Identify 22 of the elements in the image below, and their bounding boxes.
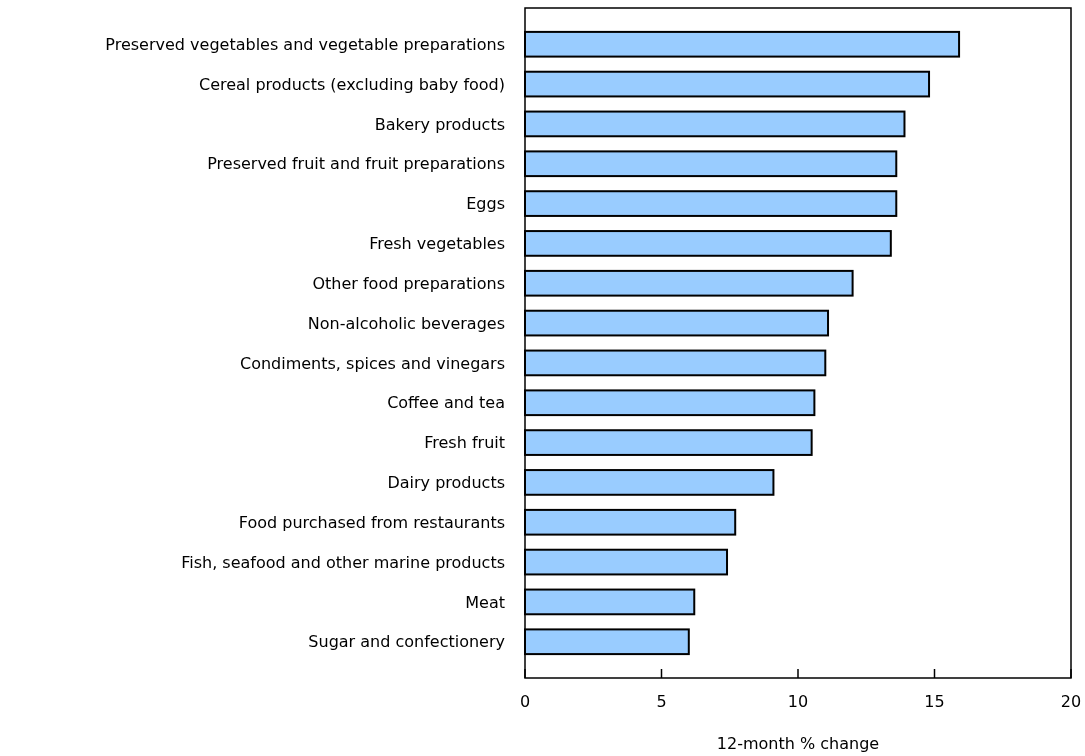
- x-tick-label: 20: [1060, 692, 1082, 711]
- y-tick-label: Preserved vegetables and vegetable preparations: [105, 34, 505, 54]
- y-tick-label: Coffee and tea: [387, 393, 505, 413]
- y-tick-label: Preserved fruit and fruit preparations: [207, 154, 505, 174]
- y-tick-label: Bakery products: [374, 114, 505, 134]
- y-tick-label: Dairy products: [387, 473, 505, 493]
- y-tick-label: Non-alcoholic beverages: [307, 313, 505, 333]
- x-tick-label: 0: [519, 692, 531, 711]
- x-tick-label: 10: [787, 692, 809, 711]
- y-tick-label: Fish, seafood and other marine products: [181, 552, 505, 572]
- y-tick-label: Condiments, spices and vinegars: [239, 353, 505, 373]
- y-tick-label: Food purchased from restaurants: [238, 512, 505, 532]
- y-tick-label: Eggs: [466, 194, 505, 214]
- y-tick-label: Other food preparations: [312, 273, 505, 293]
- y-tick-label: Fresh vegetables: [369, 234, 505, 254]
- x-tick-label: 5: [656, 692, 667, 711]
- y-tick-label: Sugar and confectionery: [308, 632, 505, 652]
- y-tick-label: Meat: [465, 592, 505, 612]
- y-tick-label: Fresh fruit: [424, 433, 505, 453]
- x-axis-title: 12-month % change: [716, 734, 880, 753]
- x-tick-label: 15: [924, 692, 945, 711]
- y-tick-label: Cereal products (excluding baby food): [198, 74, 505, 94]
